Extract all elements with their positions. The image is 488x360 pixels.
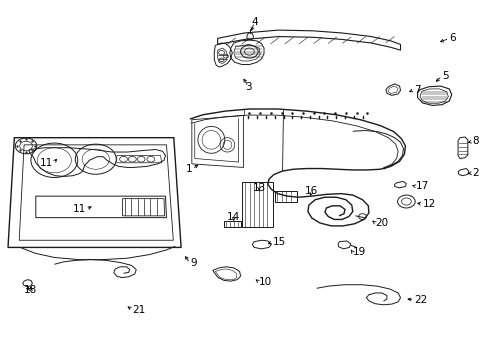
Text: 21: 21	[132, 305, 145, 315]
Text: 6: 6	[448, 33, 455, 43]
Text: 18: 18	[24, 285, 38, 296]
Text: 4: 4	[250, 17, 257, 27]
Text: 16: 16	[305, 186, 318, 197]
Text: 1: 1	[185, 164, 192, 174]
Text: 13: 13	[252, 183, 265, 193]
Text: 11: 11	[73, 204, 86, 215]
Text: 2: 2	[472, 168, 478, 178]
Text: 10: 10	[259, 277, 272, 287]
Text: 15: 15	[272, 237, 285, 247]
Text: 11: 11	[40, 158, 53, 168]
Text: 20: 20	[374, 218, 387, 228]
Text: 8: 8	[472, 136, 478, 146]
Text: 14: 14	[227, 212, 240, 221]
Text: 5: 5	[441, 71, 447, 81]
Text: 19: 19	[352, 247, 365, 257]
Text: 7: 7	[413, 85, 420, 95]
Text: 9: 9	[189, 258, 196, 268]
Text: 22: 22	[413, 295, 427, 305]
Text: 17: 17	[415, 181, 428, 192]
Text: 12: 12	[422, 199, 435, 210]
Text: 3: 3	[244, 82, 251, 92]
